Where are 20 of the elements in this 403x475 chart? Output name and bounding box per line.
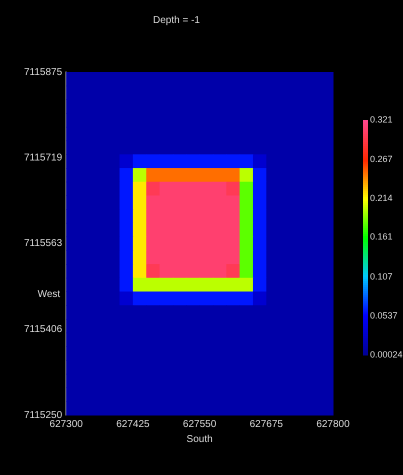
color-bar-label: 0.0537	[370, 310, 398, 320]
x-axis-title: South	[186, 434, 213, 445]
y-tick-label: 7115875	[24, 66, 63, 78]
x-tick-label: 627550	[182, 418, 217, 430]
color-bar-label: 0.00024	[370, 349, 403, 360]
y-tick-label: 7115250	[24, 410, 63, 421]
color-bar-label: 0.321	[370, 114, 393, 124]
color-bar-label: 0.107	[370, 271, 393, 282]
color-bar-label: 0.267	[370, 154, 393, 164]
x-tick-label: 627300	[50, 418, 84, 430]
chart-title: Depth = -1	[153, 14, 200, 26]
y-tick-label: 7115406	[24, 324, 63, 336]
x-tick-label: 627800	[316, 418, 350, 430]
y-axis-title: West	[38, 288, 60, 300]
color-bar-label: 0.214	[370, 192, 393, 203]
color-bar-label: 0.161	[370, 232, 393, 242]
x-tick-label: 627425	[116, 418, 150, 430]
y-tick-label: 7115563	[24, 238, 63, 249]
y-tick-label: 7115719	[24, 152, 63, 164]
x-tick-label: 627675	[250, 418, 284, 430]
